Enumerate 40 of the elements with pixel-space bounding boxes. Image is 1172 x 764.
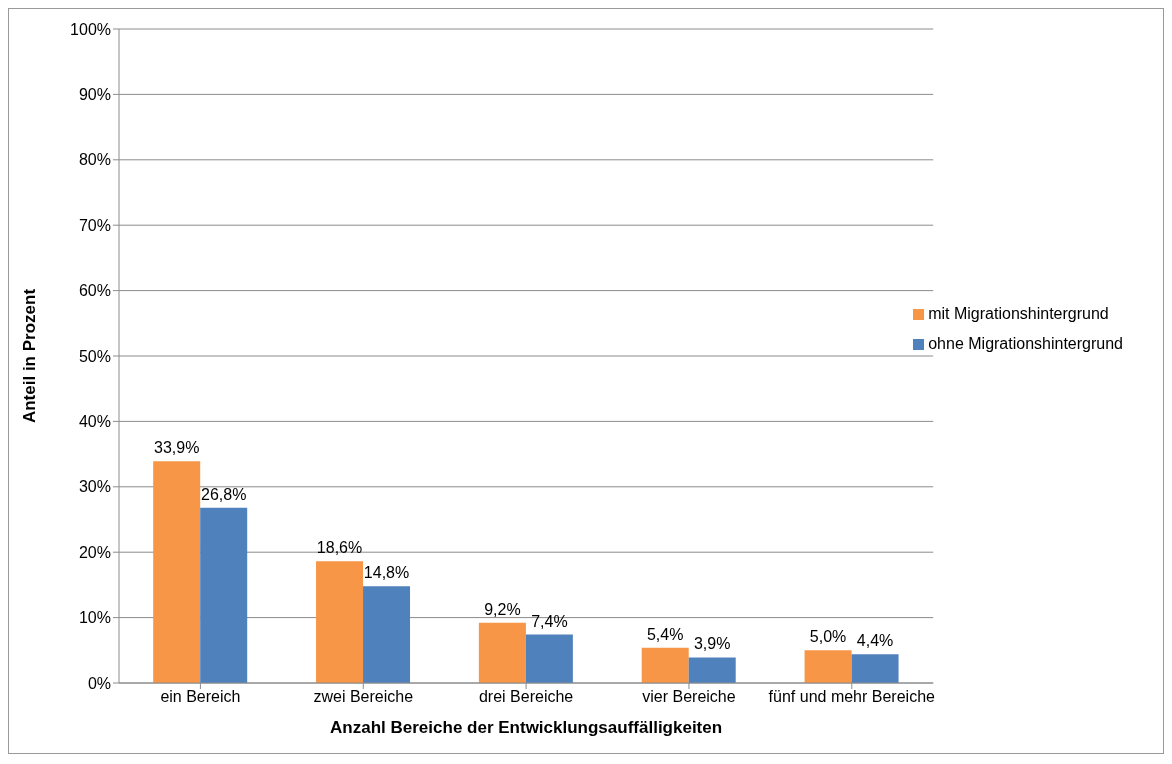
y-tick-label: 0% (87, 674, 111, 692)
bar (363, 586, 411, 683)
x-tick-label: fünf und mehr Bereiche (768, 688, 936, 706)
data-label: 14,8% (363, 564, 410, 582)
bar (200, 507, 248, 683)
y-tick-label: 10% (78, 609, 111, 627)
x-tick-label: drei Bereiche (478, 688, 574, 706)
data-label: 5,4% (646, 625, 684, 643)
y-tick-label: 20% (78, 543, 111, 561)
data-label: 9,2% (484, 600, 521, 618)
y-axis-title: Anteil in Prozent (20, 288, 40, 424)
legend-label: mit Migrationshintergrund (928, 305, 1109, 322)
data-label: 3,9% (693, 635, 731, 653)
x-axis-title: Anzahl Bereiche der Entwicklungsauffälligkeiten (330, 718, 723, 737)
y-tick-label: 30% (78, 478, 111, 496)
y-tick-label: 80% (78, 151, 111, 169)
y-tick-label: 50% (78, 347, 111, 365)
data-label: 5,0% (809, 628, 847, 646)
y-tick-label: 90% (78, 86, 111, 104)
bar (641, 647, 689, 683)
bar (688, 657, 736, 683)
bar (804, 650, 852, 683)
bar (478, 622, 526, 683)
y-tick-label: 70% (78, 216, 111, 234)
data-label: 4,4% (856, 632, 894, 650)
x-tick-label: ein Bereich (160, 688, 241, 706)
data-label: 26,8% (201, 485, 247, 503)
x-tick-label: zwei Bereiche (313, 688, 414, 706)
bar (525, 634, 573, 683)
bar (851, 654, 899, 683)
data-label: 33,9% (154, 439, 200, 457)
x-tick-label: vier Bereiche (642, 688, 736, 706)
bar (153, 461, 201, 683)
y-tick-label: 40% (78, 413, 111, 431)
data-label: 18,6% (316, 539, 363, 557)
y-tick-label: 100% (70, 20, 111, 38)
data-label: 7,4% (531, 612, 568, 630)
bar (316, 561, 364, 683)
legend-label: ohne Migrationshintergrund (928, 335, 1123, 352)
y-tick-label: 60% (78, 282, 111, 300)
